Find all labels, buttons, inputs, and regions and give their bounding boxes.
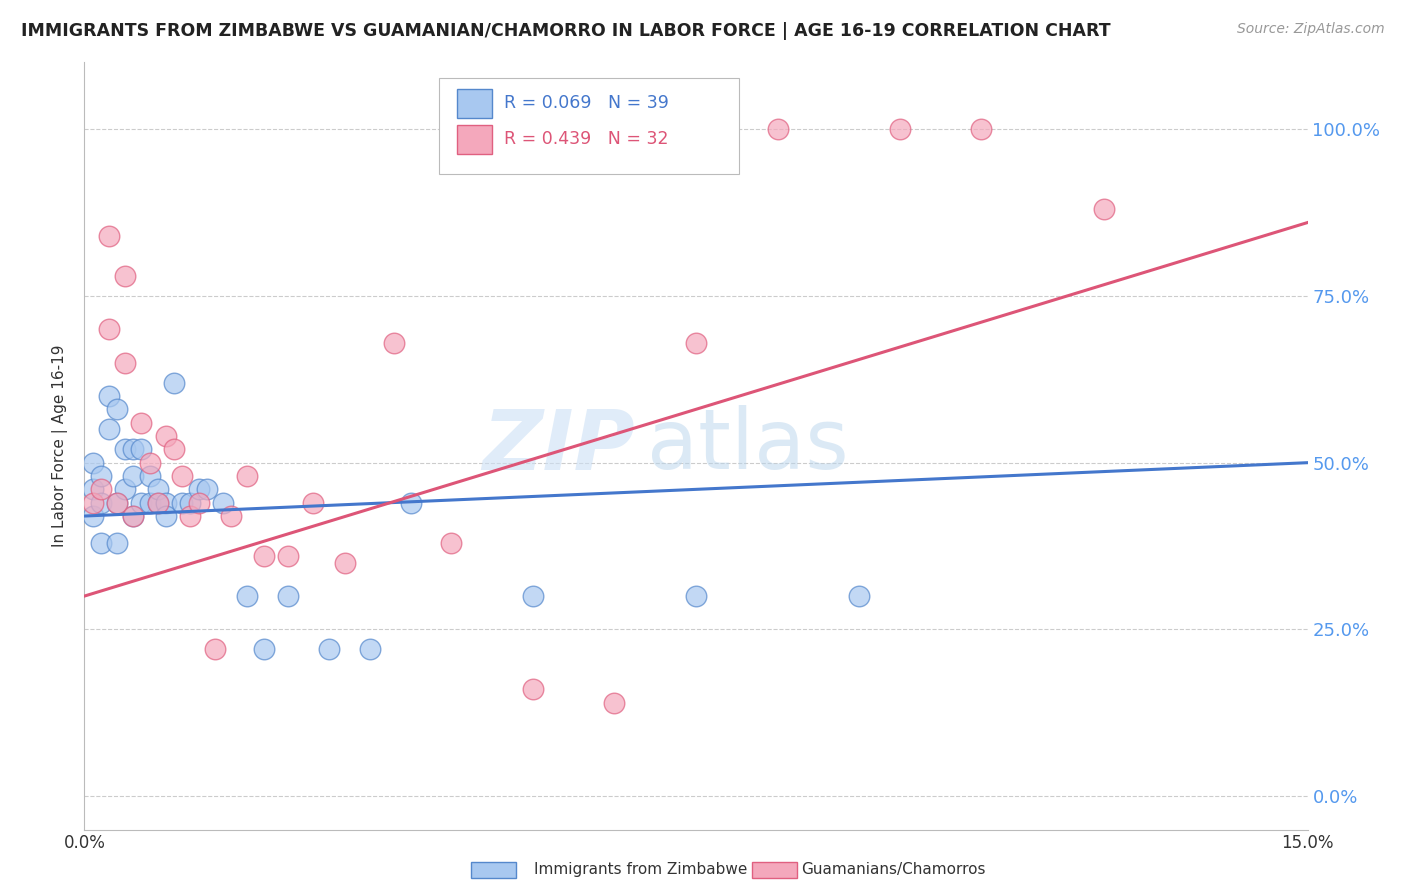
Point <box>122 469 145 483</box>
Point <box>114 268 136 283</box>
Point <box>236 589 259 603</box>
Text: R = 0.069   N = 39: R = 0.069 N = 39 <box>503 94 669 112</box>
Point <box>204 642 226 657</box>
Point <box>253 549 276 563</box>
Point <box>277 589 299 603</box>
Point <box>82 509 104 524</box>
Y-axis label: In Labor Force | Age 16-19: In Labor Force | Age 16-19 <box>52 344 69 548</box>
Point <box>318 642 340 657</box>
Point <box>146 483 169 497</box>
Point <box>82 456 104 470</box>
Point <box>359 642 381 657</box>
Text: Guamanians/Chamorros: Guamanians/Chamorros <box>801 863 986 877</box>
Point <box>90 496 112 510</box>
Point <box>187 483 209 497</box>
Point <box>603 696 626 710</box>
Point <box>179 496 201 510</box>
Point <box>440 535 463 549</box>
Point <box>766 122 789 136</box>
Point <box>131 442 153 457</box>
Point <box>122 442 145 457</box>
Point <box>163 442 186 457</box>
Point <box>970 122 993 136</box>
Point <box>172 469 194 483</box>
Point <box>122 509 145 524</box>
Point <box>155 496 177 510</box>
Point <box>685 335 707 350</box>
Text: Source: ZipAtlas.com: Source: ZipAtlas.com <box>1237 22 1385 37</box>
Point <box>195 483 218 497</box>
FancyBboxPatch shape <box>439 78 738 174</box>
Point <box>219 509 242 524</box>
Point <box>848 589 870 603</box>
FancyBboxPatch shape <box>457 125 492 153</box>
Point <box>97 422 120 436</box>
Point <box>131 496 153 510</box>
Point <box>105 402 128 417</box>
Text: ZIP: ZIP <box>482 406 636 486</box>
Point <box>105 496 128 510</box>
Point <box>131 416 153 430</box>
Point <box>90 469 112 483</box>
Point <box>97 228 120 243</box>
Point <box>522 589 544 603</box>
Text: Immigrants from Zimbabwe: Immigrants from Zimbabwe <box>534 863 748 877</box>
Point <box>138 496 160 510</box>
Point <box>82 496 104 510</box>
Point <box>889 122 911 136</box>
Point <box>138 456 160 470</box>
Point <box>301 496 323 510</box>
Point <box>685 589 707 603</box>
Point <box>146 496 169 510</box>
Point <box>179 509 201 524</box>
Point <box>163 376 186 390</box>
Text: R = 0.439   N = 32: R = 0.439 N = 32 <box>503 130 668 148</box>
Point <box>122 509 145 524</box>
Point <box>187 496 209 510</box>
Point <box>236 469 259 483</box>
Text: IMMIGRANTS FROM ZIMBABWE VS GUAMANIAN/CHAMORRO IN LABOR FORCE | AGE 16-19 CORREL: IMMIGRANTS FROM ZIMBABWE VS GUAMANIAN/CH… <box>21 22 1111 40</box>
Point <box>399 496 422 510</box>
Point <box>105 535 128 549</box>
Point <box>114 442 136 457</box>
Point <box>97 389 120 403</box>
Point <box>212 496 235 510</box>
Point <box>382 335 405 350</box>
Point <box>172 496 194 510</box>
Point <box>105 496 128 510</box>
Point <box>97 322 120 336</box>
Text: atlas: atlas <box>647 406 849 486</box>
Point <box>253 642 276 657</box>
Point <box>90 483 112 497</box>
Point <box>114 356 136 370</box>
Point <box>82 483 104 497</box>
Point <box>277 549 299 563</box>
Point <box>146 496 169 510</box>
Point <box>138 469 160 483</box>
Point <box>1092 202 1115 217</box>
Point <box>335 556 357 570</box>
Point <box>155 509 177 524</box>
Point <box>90 535 112 549</box>
FancyBboxPatch shape <box>457 88 492 118</box>
Point <box>114 483 136 497</box>
Point <box>522 682 544 697</box>
Point <box>155 429 177 443</box>
